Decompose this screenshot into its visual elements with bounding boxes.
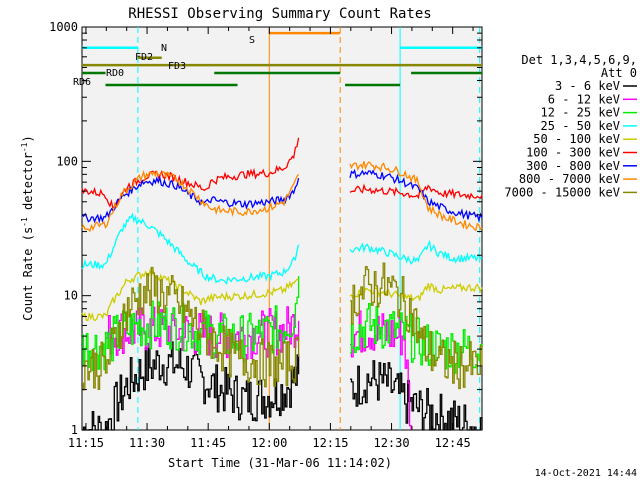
series-line-25to50keV-seg0: [81, 212, 300, 285]
series-line-50to100keV-seg0: [81, 267, 300, 322]
series-line-3to6keV-seg0: [82, 341, 300, 431]
x-tick-label-11:30: 11:30: [129, 436, 165, 450]
series-line-25to50keV-seg1: [349, 239, 483, 265]
flag-label-fd2: FD2: [135, 52, 153, 63]
y-tick-label-100: 100: [56, 154, 78, 168]
legend-label-7: 800 - 7000 keV: [519, 172, 620, 186]
series-line-800to7000keV-seg1: [349, 161, 483, 232]
legend-label-5: 100 - 300 keV: [526, 146, 620, 160]
chart-title: RHESSI Observing Summary Count Rates: [128, 6, 431, 22]
y-axis-label: Count Rate (s-1 detector-1): [20, 135, 35, 320]
legend-header-line-2: Att 0: [601, 66, 637, 80]
flag-label-fd3: FD3: [168, 61, 186, 72]
legend-label-4: 50 - 100 keV: [533, 132, 620, 146]
legend-header-line-1: Det 1,3,4,5,6,9,: [521, 53, 637, 67]
y-tick-label-1000: 1000: [49, 20, 78, 34]
legend-label-2: 12 - 25 keV: [541, 106, 620, 120]
x-tick-label-12:00: 12:00: [251, 436, 287, 450]
series-line-7000to15000keV-seg0: [82, 266, 300, 391]
flag-label-n: N: [161, 43, 167, 54]
series-line-800to7000keV-seg0: [81, 169, 300, 233]
legend-label-1: 6 - 12 keV: [548, 92, 620, 106]
x-tick-label-12:30: 12:30: [373, 436, 409, 450]
x-tick-label-11:15: 11:15: [68, 436, 104, 450]
y-tick-label-10: 10: [64, 289, 78, 303]
flag-label-rd6: RD6: [73, 77, 91, 88]
footer-timestamp: 14-Oct-2021 14:44: [535, 468, 637, 479]
x-tick-label-11:45: 11:45: [190, 436, 226, 450]
flag-label-s: S: [249, 35, 255, 46]
legend-label-0: 3 - 6 keV: [555, 79, 620, 93]
series-line-3to6keV-seg1: [350, 360, 483, 431]
legend-label-6: 300 - 800 keV: [526, 159, 620, 173]
series-line-100to300keV-seg1: [349, 183, 483, 201]
legend-label-8: 7000 - 15000 keV: [504, 185, 620, 199]
legend-label-3: 25 - 50 keV: [541, 119, 620, 133]
flag-label-rd0: RD0: [106, 68, 124, 79]
x-axis-label: Start Time (31-Mar-06 11:14:02): [168, 456, 392, 470]
y-tick-label-1: 1: [71, 423, 78, 437]
x-tick-label-12:15: 12:15: [312, 436, 348, 450]
x-tick-label-12:45: 12:45: [435, 436, 471, 450]
series-line-7000to15000keV-seg1: [350, 262, 483, 390]
series-line-300to800keV-seg1: [349, 168, 483, 223]
series-line-50to100keV-seg1: [349, 282, 483, 302]
